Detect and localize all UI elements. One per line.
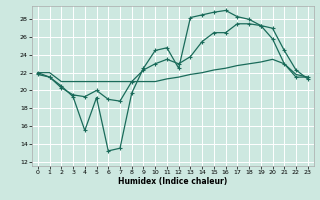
X-axis label: Humidex (Indice chaleur): Humidex (Indice chaleur) — [118, 177, 228, 186]
